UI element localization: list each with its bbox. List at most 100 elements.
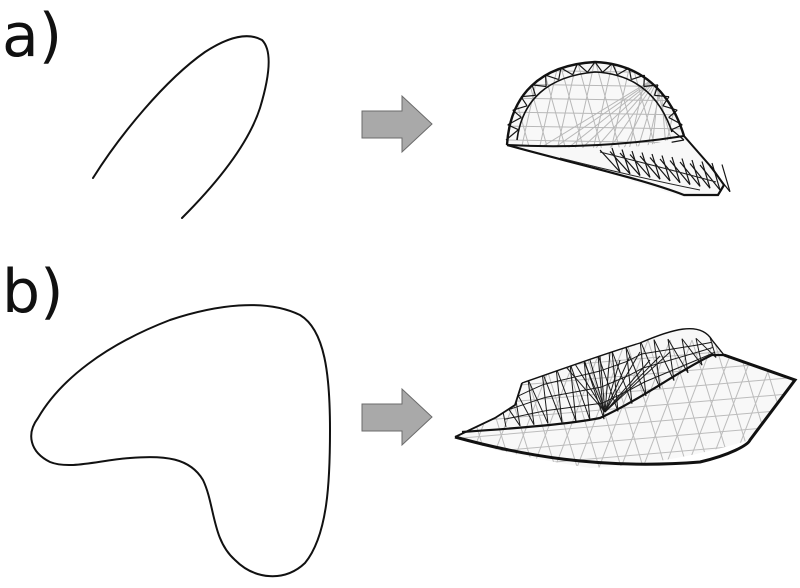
mesh-edge bbox=[699, 164, 721, 191]
mesh-edge bbox=[577, 63, 588, 73]
mesh-edge bbox=[623, 74, 661, 148]
mesh-edge bbox=[629, 154, 651, 178]
mesh-edge bbox=[668, 109, 678, 118]
mesh-edge bbox=[597, 339, 649, 468]
mesh-edge bbox=[639, 155, 661, 180]
mesh-edge bbox=[595, 74, 661, 148]
mesh-edge bbox=[527, 379, 549, 424]
mesh-edge bbox=[698, 346, 714, 353]
mesh-edge bbox=[609, 74, 661, 148]
mesh-edge bbox=[619, 152, 641, 176]
mesh-edge bbox=[644, 375, 659, 383]
mesh-edge bbox=[658, 369, 673, 377]
mesh-edge bbox=[604, 351, 641, 413]
mesh-edge bbox=[691, 159, 701, 187]
mesh-edge bbox=[455, 339, 495, 468]
mesh-edge bbox=[581, 74, 661, 148]
mesh-edge bbox=[545, 74, 559, 81]
mesh-edge bbox=[544, 75, 547, 87]
mesh-edge bbox=[613, 360, 628, 367]
panel-b-input-outline bbox=[30, 304, 331, 578]
mesh-edge bbox=[600, 380, 616, 388]
mesh-edge bbox=[649, 157, 671, 182]
mesh-edge bbox=[662, 105, 678, 111]
mesh-edge bbox=[599, 149, 621, 173]
right-arrow-icon bbox=[361, 94, 433, 154]
right-arrow-icon bbox=[361, 387, 433, 447]
mesh-edge bbox=[685, 339, 737, 468]
panel-b-output-mesh bbox=[454, 327, 798, 468]
mesh-edge bbox=[679, 161, 701, 187]
panel-a-output-mesh bbox=[485, 60, 731, 197]
mesh-edge bbox=[611, 147, 621, 173]
mesh-edge bbox=[630, 62, 657, 148]
mesh-edge bbox=[572, 389, 588, 393]
mesh-edge bbox=[558, 67, 562, 80]
mesh-edge bbox=[619, 339, 671, 468]
mesh-edge bbox=[530, 397, 546, 403]
mesh-edge bbox=[532, 410, 547, 414]
panel-a-label: a) bbox=[2, 1, 63, 71]
mesh-edge bbox=[485, 60, 505, 150]
mesh-edge bbox=[614, 374, 630, 382]
mesh-edge bbox=[671, 156, 681, 183]
mesh-edge bbox=[671, 139, 685, 143]
mesh-edge bbox=[621, 149, 631, 174]
panel-a-input-stroke bbox=[92, 35, 270, 219]
mesh-edge bbox=[628, 367, 644, 376]
mesh-edge bbox=[518, 412, 533, 417]
mesh-edge bbox=[599, 355, 606, 413]
mesh-edge bbox=[504, 415, 519, 420]
mesh-edge bbox=[721, 164, 731, 192]
mesh-edge bbox=[711, 162, 721, 191]
mesh-edge bbox=[594, 61, 604, 73]
mesh-edge bbox=[604, 359, 621, 413]
mesh-edge bbox=[557, 377, 572, 382]
mesh-edge bbox=[507, 97, 684, 102]
mesh-edge bbox=[516, 401, 532, 408]
mesh-edge bbox=[569, 363, 591, 421]
mesh-edge bbox=[586, 386, 602, 391]
mesh-edge bbox=[627, 353, 642, 362]
mesh-edge bbox=[553, 339, 605, 468]
mesh-edge bbox=[669, 339, 711, 468]
mesh-edge bbox=[672, 363, 687, 371]
mesh-edge bbox=[602, 63, 613, 73]
mesh-edge bbox=[546, 408, 561, 412]
mesh-edge bbox=[569, 355, 606, 413]
mesh-edge bbox=[543, 380, 558, 385]
mesh-edge bbox=[641, 351, 656, 355]
mesh-edge bbox=[555, 367, 577, 422]
mesh-edge bbox=[604, 351, 671, 413]
mesh-edge bbox=[611, 350, 633, 404]
mesh-edge bbox=[700, 352, 715, 359]
mesh-edge bbox=[639, 339, 661, 389]
mesh-edge bbox=[667, 338, 689, 374]
mesh-edge bbox=[659, 158, 681, 184]
mesh-edge bbox=[653, 339, 675, 381]
mesh-edge bbox=[541, 371, 563, 423]
mesh-edge bbox=[576, 62, 603, 148]
mesh-edge bbox=[671, 129, 685, 141]
mesh-edge bbox=[572, 63, 579, 75]
mesh-edge bbox=[599, 365, 614, 372]
mesh-edge bbox=[507, 125, 684, 130]
mesh-edge bbox=[656, 359, 672, 365]
panel-b bbox=[30, 304, 798, 578]
mesh-edge bbox=[686, 358, 701, 365]
mesh-edge bbox=[531, 84, 547, 88]
mesh-edge bbox=[610, 62, 632, 148]
mesh-edge bbox=[655, 349, 670, 353]
mesh-edge bbox=[681, 158, 691, 185]
mesh-edge bbox=[574, 62, 596, 148]
mesh-edge bbox=[589, 359, 606, 413]
mesh-edge bbox=[455, 408, 795, 440]
mesh-edge bbox=[684, 351, 700, 357]
mesh-edge bbox=[571, 374, 586, 379]
mesh-edge bbox=[531, 84, 537, 96]
mesh-edge bbox=[662, 96, 670, 107]
mesh-edge bbox=[594, 62, 621, 148]
mesh-edge bbox=[558, 391, 574, 396]
mesh-edge bbox=[779, 339, 795, 468]
